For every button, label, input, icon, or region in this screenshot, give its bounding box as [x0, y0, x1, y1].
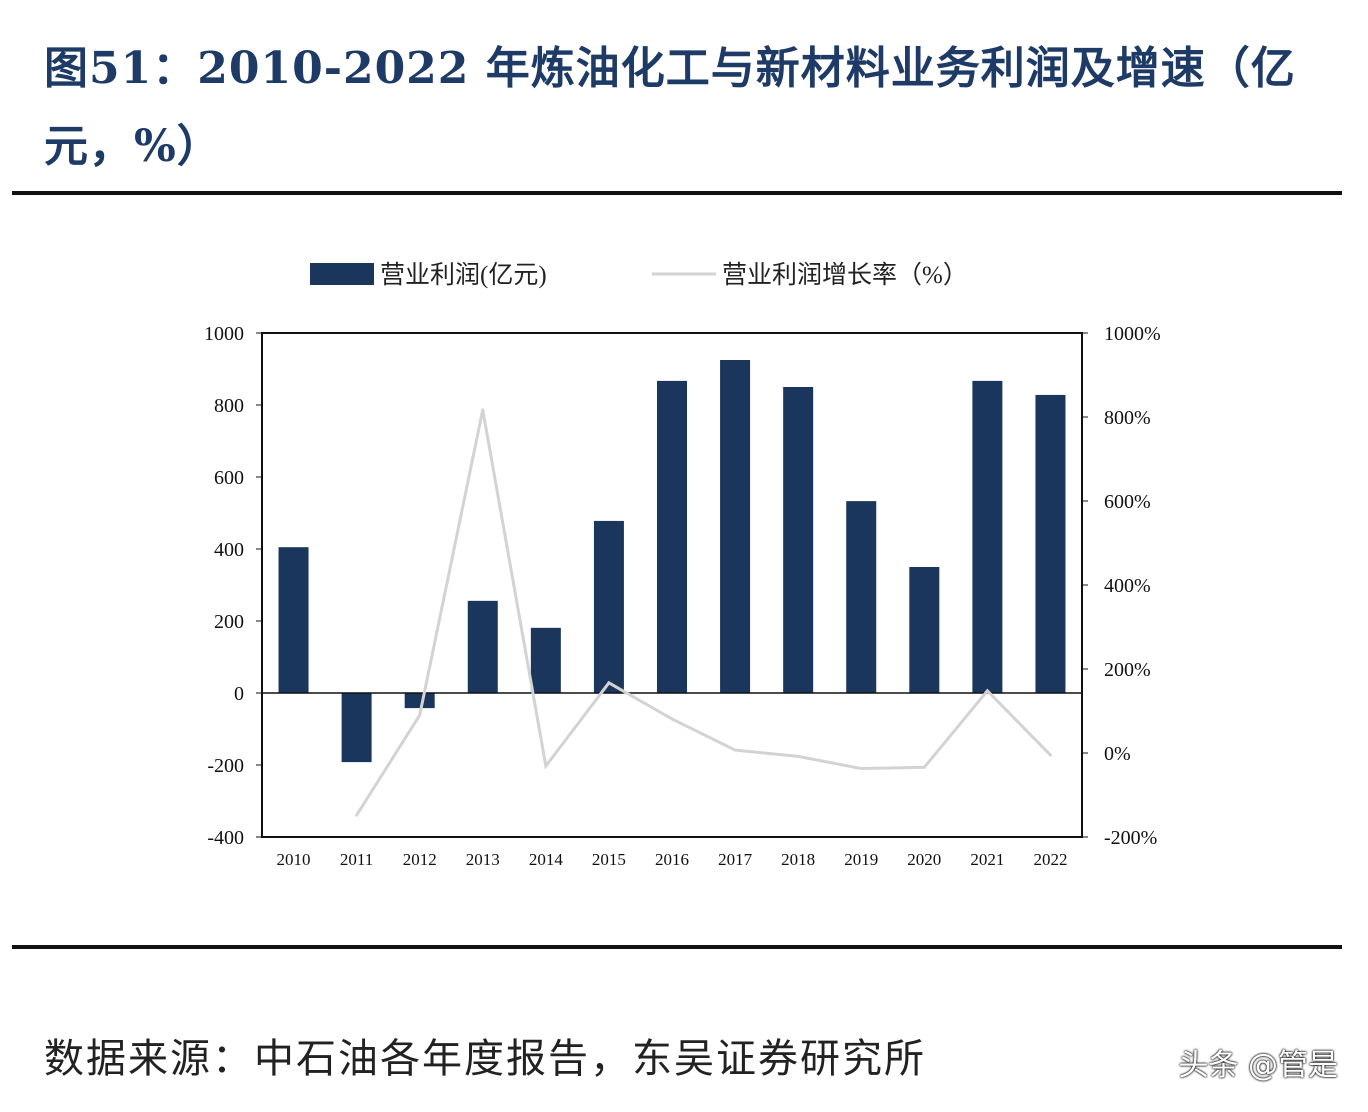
y-tick-label: 1000: [204, 323, 244, 345]
bar-2017: [720, 360, 751, 693]
x-tick-label: 2017: [718, 850, 753, 869]
bar-2020: [909, 567, 940, 693]
x-tick-label: 2019: [844, 850, 878, 869]
x-tick-label: 2016: [655, 850, 689, 869]
y2-tick-label: 1000%: [1104, 323, 1161, 345]
x-tick-label: 2018: [781, 850, 815, 869]
bottom-rule: [12, 945, 1342, 949]
x-tick-label: 2010: [277, 850, 311, 869]
growth-point-2012: [418, 713, 422, 717]
growth-point-2020: [922, 765, 926, 769]
growth-line: [355, 409, 1052, 816]
bar-2018: [783, 387, 814, 693]
growth-point-2013: [481, 408, 485, 412]
bar-2019: [846, 501, 877, 693]
legend-bar-label: 营业利润(亿元): [380, 261, 547, 289]
x-tick-label: 2014: [529, 850, 564, 869]
x-tick-label: 2015: [592, 850, 626, 869]
growth-point-2017: [733, 748, 737, 752]
growth-point-2018: [796, 754, 800, 758]
y2-tick-label: 0%: [1104, 743, 1131, 765]
bar-2012: [404, 693, 435, 709]
bar-2021: [972, 380, 1003, 693]
x-tick-label: 2013: [466, 850, 500, 869]
bar-2013: [467, 600, 498, 693]
legend-line-label: 营业利润增长率（%）: [722, 261, 968, 289]
growth-point-2015: [607, 681, 611, 685]
bar-2010: [278, 547, 309, 693]
bar-2015: [593, 520, 624, 693]
y-tick-label: 600: [214, 467, 244, 489]
watermark: 头条 @管是: [1178, 1048, 1338, 1083]
growth-point-2021: [985, 689, 989, 693]
x-tick-label: 2021: [970, 850, 1004, 869]
chart-title: 图51：2010-2022 年炼油化工与新材料业务利润及增速（亿元，%）: [44, 43, 1296, 172]
growth-point-2022: [1048, 753, 1052, 757]
x-tick-label: 2011: [340, 850, 373, 869]
bar-2022: [1035, 394, 1066, 693]
y-tick-label: 200: [214, 611, 244, 633]
legend-bar-swatch: [310, 263, 374, 285]
y2-tick-label: 600%: [1104, 491, 1151, 513]
growth-point-2019: [859, 767, 863, 771]
growth-point-2014: [544, 764, 548, 768]
y2-tick-label: 800%: [1104, 407, 1151, 429]
x-tick-label: 2020: [907, 850, 941, 869]
chart: 1000 800 600 400 200 0 -200 -400 1000% 800% 600% 40…: [204, 261, 1161, 869]
top-rule: [12, 191, 1342, 195]
y2-tick-label: -200%: [1104, 827, 1157, 849]
bar-2014: [530, 627, 561, 693]
x-tick-label: 2012: [403, 850, 437, 869]
y-tick-label: 800: [214, 395, 244, 417]
source-note: 数据来源：中石油各年度报告，东吴证券研究所: [44, 1036, 926, 1082]
y-tick-label: -200: [207, 755, 244, 777]
growth-point-2016: [670, 717, 674, 721]
bar-2011: [341, 693, 372, 763]
y-tick-label: 0: [234, 683, 244, 705]
y2-tick-label: 400%: [1104, 575, 1151, 597]
y2-tick-label: 200%: [1104, 659, 1151, 681]
y-tick-label: -400: [207, 827, 244, 849]
x-tick-label: 2022: [1033, 850, 1067, 869]
growth-point-2011: [355, 813, 359, 817]
y-tick-label: 400: [214, 539, 244, 561]
bar-2016: [657, 380, 687, 693]
